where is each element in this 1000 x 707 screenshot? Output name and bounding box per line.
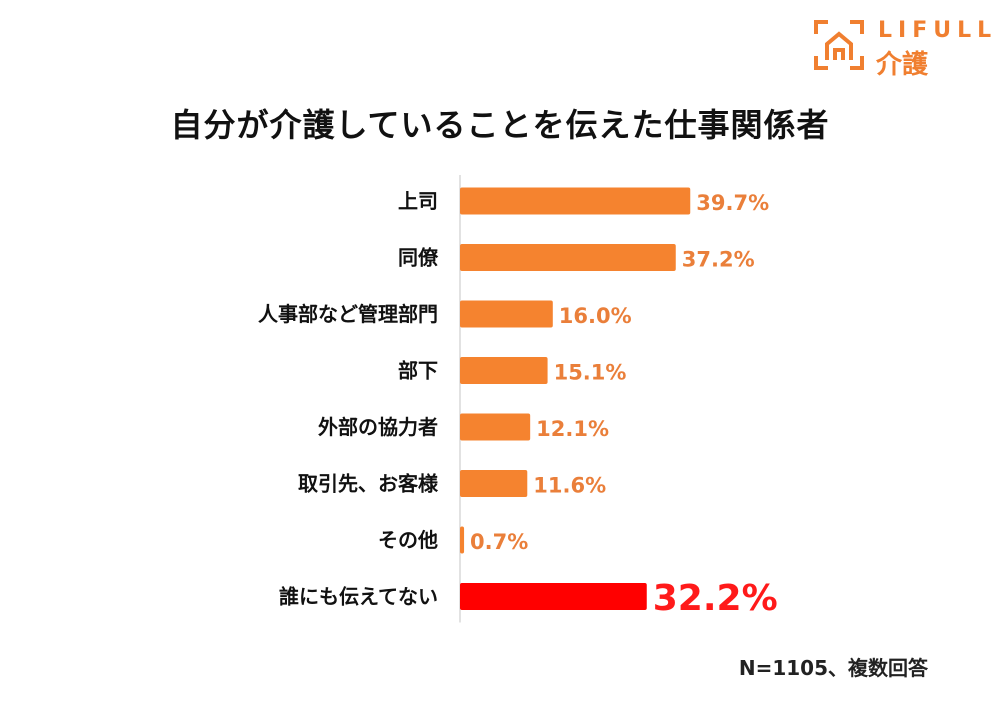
bar-highlight bbox=[460, 583, 647, 610]
category-label: 人事部など管理部門 bbox=[258, 302, 438, 326]
bar bbox=[460, 300, 553, 328]
sample-size-note: N=1105、複数回答 bbox=[738, 656, 928, 680]
logo-sub-text: 介護 bbox=[876, 50, 929, 80]
category-label: 同僚 bbox=[398, 246, 439, 270]
house-bracket-icon bbox=[814, 20, 864, 70]
value-label: 0.7% bbox=[470, 530, 528, 554]
category-label: 部下 bbox=[398, 359, 438, 383]
value-label: 16.0% bbox=[559, 304, 632, 328]
category-label: 誰にも伝えてない bbox=[279, 585, 438, 609]
bar bbox=[460, 526, 465, 554]
bar bbox=[460, 244, 676, 271]
category-label: 上司 bbox=[398, 189, 438, 213]
value-label-highlight: 32.2% bbox=[653, 578, 778, 619]
value-label: 11.6% bbox=[533, 474, 606, 498]
category-label: 取引先、お客様 bbox=[298, 472, 439, 496]
value-label: 37.2% bbox=[682, 248, 755, 272]
bar bbox=[460, 413, 531, 441]
brand-logo: LIFULL 介護 bbox=[812, 14, 991, 80]
value-label: 12.1% bbox=[536, 417, 609, 441]
bar bbox=[460, 357, 548, 384]
value-label: 15.1% bbox=[554, 361, 627, 385]
value-label: 39.7% bbox=[696, 191, 769, 215]
chart-title: 自分が介護していることを伝えた仕事関係者 bbox=[170, 106, 830, 144]
category-label: その他 bbox=[378, 528, 438, 552]
category-label: 外部の協力者 bbox=[318, 415, 438, 439]
bar bbox=[460, 187, 691, 215]
bar bbox=[460, 470, 528, 497]
logo-brand-text: LIFULL bbox=[878, 18, 998, 43]
